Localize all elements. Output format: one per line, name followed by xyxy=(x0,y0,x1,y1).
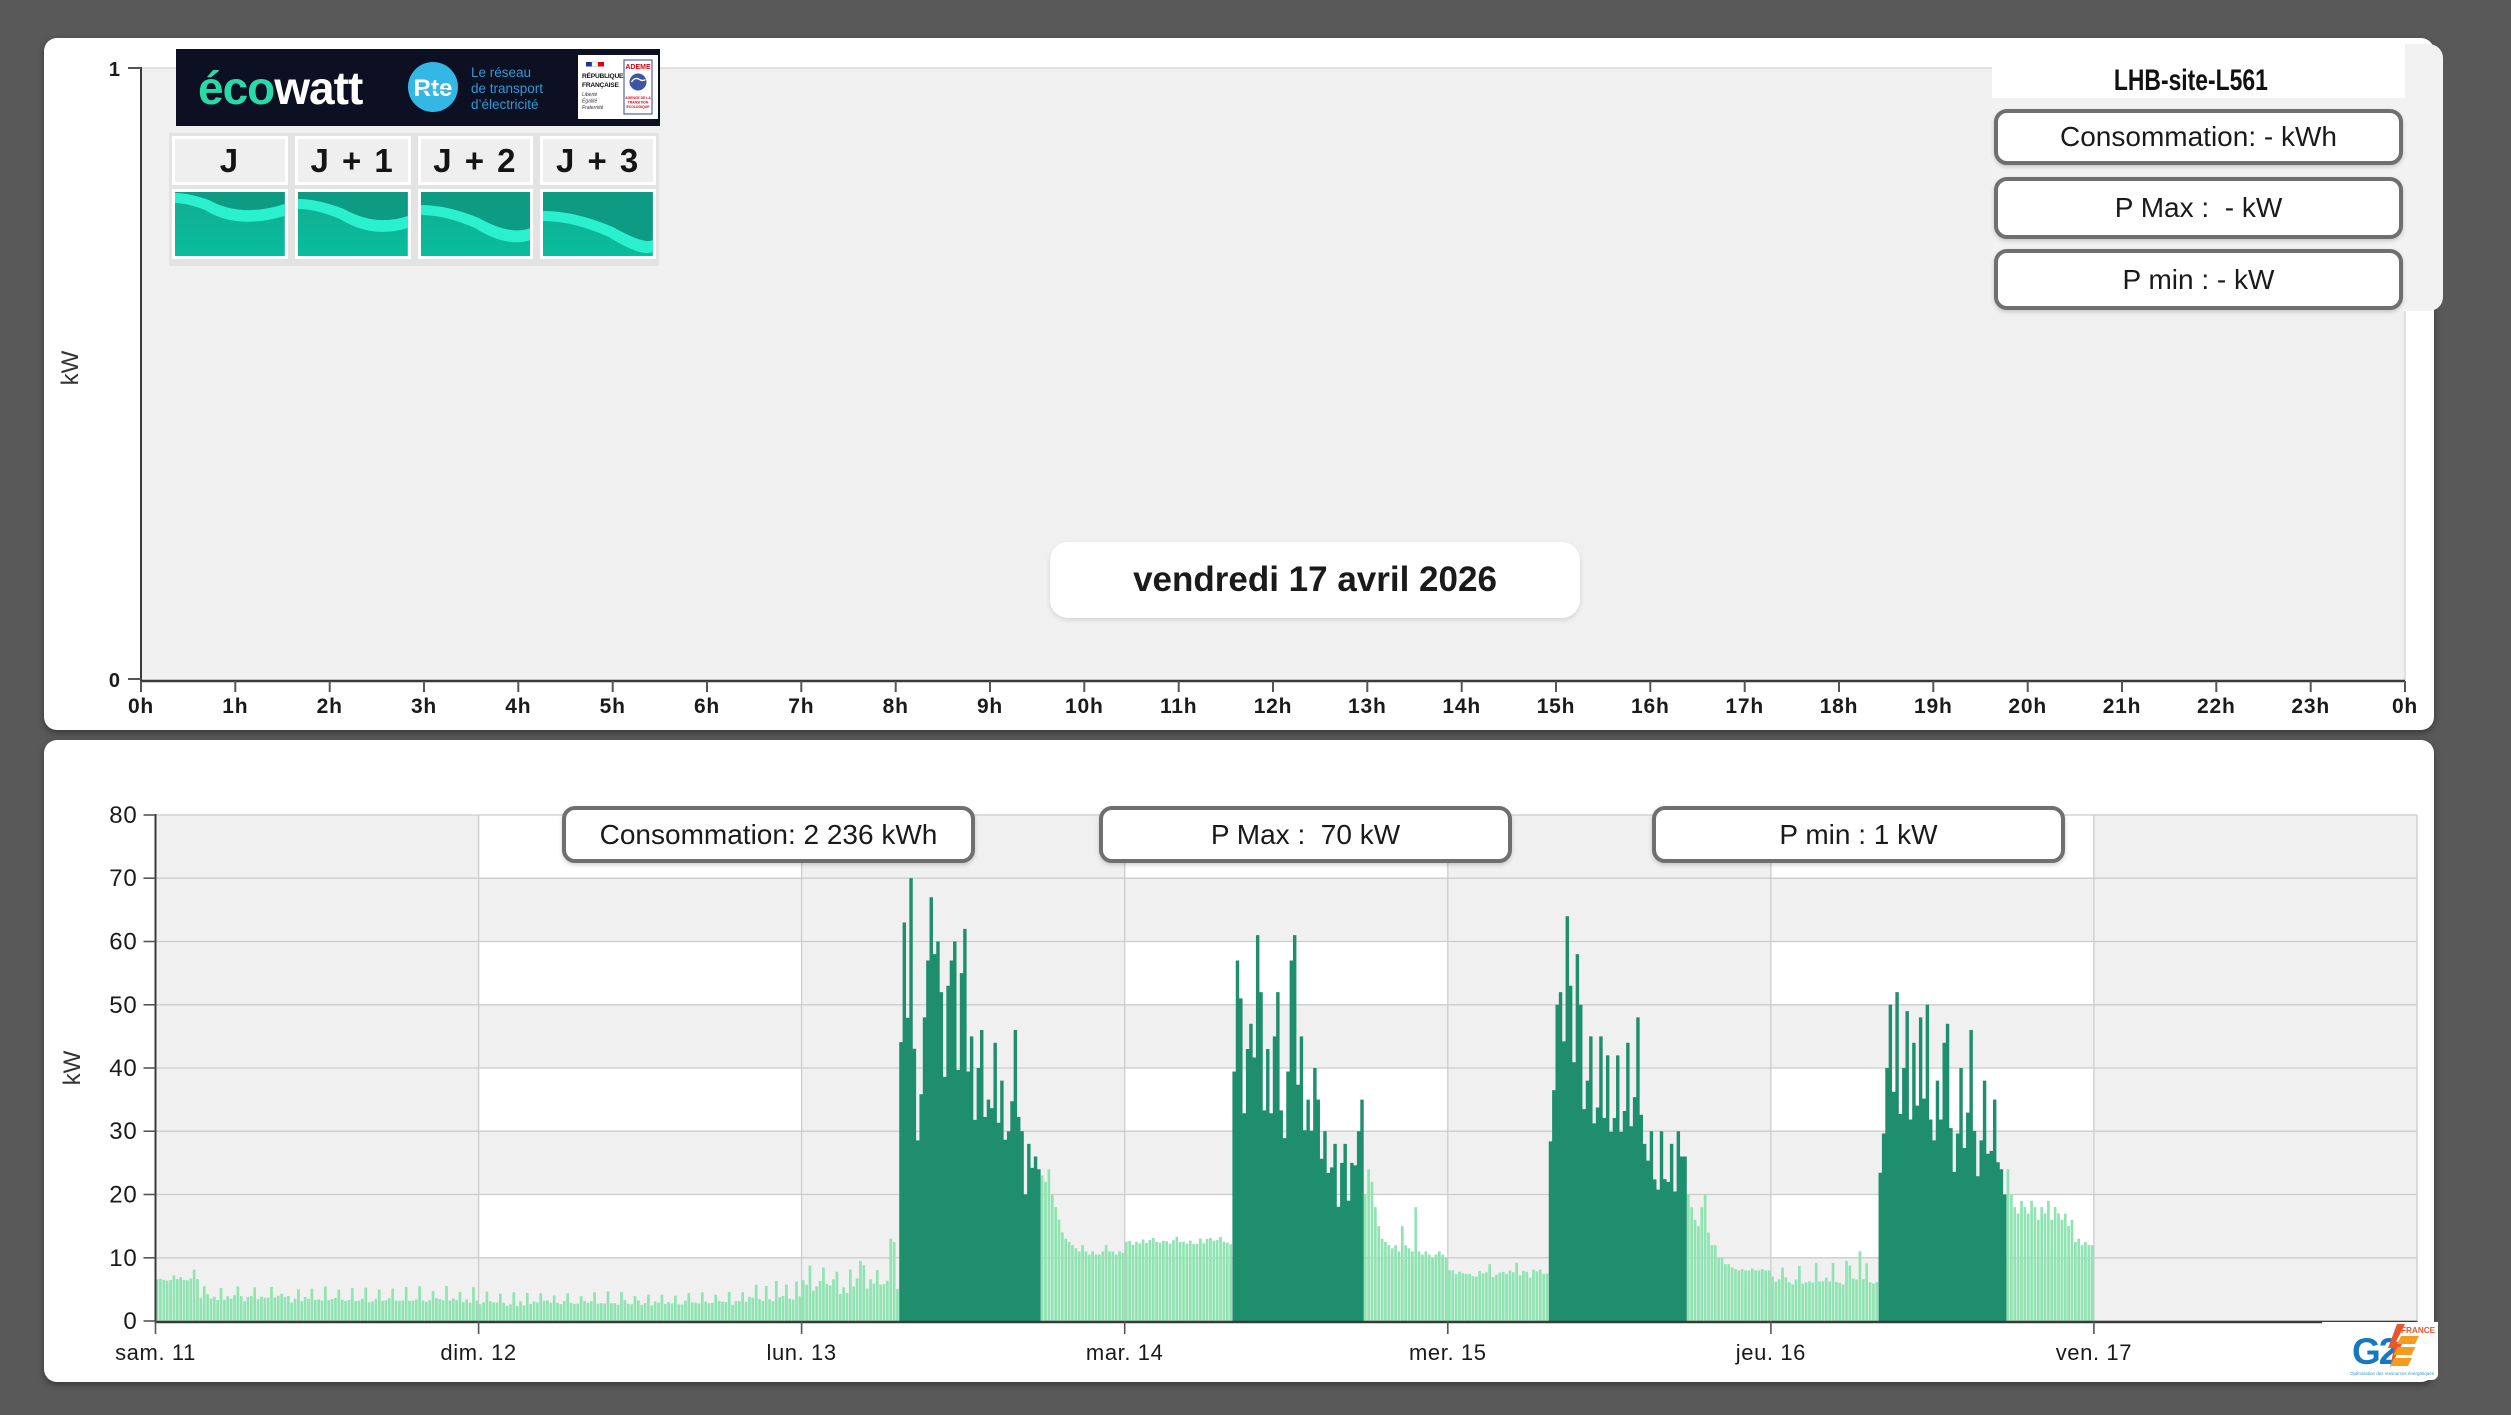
svg-text:19h: 19h xyxy=(1914,695,1953,718)
svg-text:d’électricité: d’électricité xyxy=(471,97,539,112)
svg-text:de transport: de transport xyxy=(471,81,543,96)
svg-text:9h: 9h xyxy=(977,695,1003,718)
svg-text:RÉPUBLIQUE: RÉPUBLIQUE xyxy=(582,71,624,80)
svg-text:FRANÇAISE: FRANÇAISE xyxy=(582,82,619,89)
svg-text:ven. 17: ven. 17 xyxy=(2056,1340,2132,1365)
svg-text:0h: 0h xyxy=(128,695,154,718)
svg-text:23h: 23h xyxy=(2291,695,2330,718)
svg-text:mar. 14: mar. 14 xyxy=(1086,1340,1164,1365)
svg-text:4h: 4h xyxy=(505,695,531,718)
svg-text:20: 20 xyxy=(109,1182,137,1209)
svg-text:6h: 6h xyxy=(694,695,720,718)
svg-text:AGENCE DE LA: AGENCE DE LA xyxy=(625,96,651,100)
svg-text:50: 50 xyxy=(109,992,137,1019)
svg-text:20h: 20h xyxy=(2008,695,2047,718)
svg-text:sam. 11: sam. 11 xyxy=(115,1340,196,1365)
svg-text:FRANCE: FRANCE xyxy=(2401,1326,2436,1335)
svg-text:80: 80 xyxy=(109,802,137,829)
svg-text:18h: 18h xyxy=(1820,695,1859,718)
svg-text:0: 0 xyxy=(123,1308,137,1335)
svg-text:40: 40 xyxy=(109,1055,137,1082)
svg-text:21h: 21h xyxy=(2103,695,2142,718)
svg-text:16h: 16h xyxy=(1631,695,1670,718)
svg-text:ÉCOLOGIQUE: ÉCOLOGIQUE xyxy=(627,104,651,109)
svg-text:Égalité: Égalité xyxy=(582,98,598,105)
svg-text:8h: 8h xyxy=(883,695,909,718)
svg-text:22h: 22h xyxy=(2197,695,2236,718)
svg-text:10: 10 xyxy=(109,1245,137,1272)
svg-text:2h: 2h xyxy=(317,695,343,718)
svg-text:1: 1 xyxy=(109,59,120,81)
svg-text:17h: 17h xyxy=(1725,695,1764,718)
svg-text:Optimisation des ressources én: Optimisation des ressources énergétiques xyxy=(2350,1371,2435,1376)
svg-text:70: 70 xyxy=(109,865,137,892)
svg-text:kW: kW xyxy=(57,350,84,385)
svg-text:10h: 10h xyxy=(1065,695,1104,718)
svg-text:0h: 0h xyxy=(2392,695,2418,718)
svg-text:Le réseau: Le réseau xyxy=(471,65,531,80)
svg-text:11h: 11h xyxy=(1160,695,1197,718)
svg-text:60: 60 xyxy=(109,929,137,956)
svg-text:1h: 1h xyxy=(222,695,248,718)
svg-text:14h: 14h xyxy=(1442,695,1481,718)
svg-text:dim. 12: dim. 12 xyxy=(440,1340,516,1365)
svg-text:5h: 5h xyxy=(600,695,626,718)
svg-text:Fraternité: Fraternité xyxy=(582,105,604,111)
svg-text:30: 30 xyxy=(109,1118,137,1145)
svg-text:15h: 15h xyxy=(1537,695,1576,718)
svg-text:3h: 3h xyxy=(411,695,437,718)
svg-text:kW: kW xyxy=(59,1050,86,1085)
svg-text:lun. 13: lun. 13 xyxy=(766,1340,836,1365)
svg-text:12h: 12h xyxy=(1254,695,1293,718)
svg-text:jeu. 16: jeu. 16 xyxy=(1735,1340,1806,1365)
svg-text:13h: 13h xyxy=(1348,695,1387,718)
svg-text:écowatt: écowatt xyxy=(198,62,363,114)
svg-text:Liberté: Liberté xyxy=(582,92,598,98)
svg-text:mer. 15: mer. 15 xyxy=(1409,1340,1487,1365)
svg-text:Rte: Rte xyxy=(414,75,453,102)
svg-text:0: 0 xyxy=(109,670,120,692)
svg-text:TRANSITION: TRANSITION xyxy=(628,101,649,105)
svg-text:ADEME: ADEME xyxy=(625,64,651,71)
svg-text:7h: 7h xyxy=(788,695,814,718)
